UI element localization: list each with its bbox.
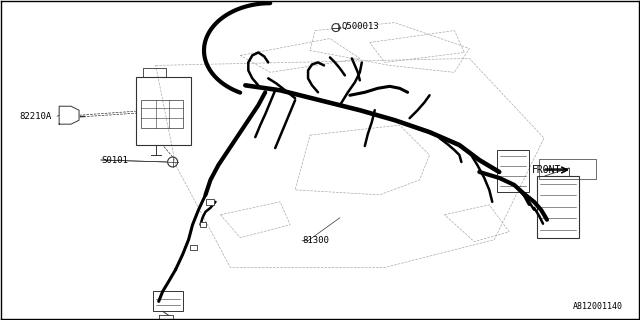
Polygon shape (59, 106, 79, 124)
Bar (207, 199, 214, 205)
Bar (189, 244, 196, 250)
Bar (141, 100, 182, 128)
Text: FRONT: FRONT (532, 165, 561, 175)
Bar (136, 77, 191, 145)
Text: A812001140: A812001140 (573, 302, 623, 311)
Text: 82210A: 82210A (19, 112, 52, 121)
Text: Q500013: Q500013 (342, 22, 380, 31)
Text: 81300: 81300 (302, 236, 329, 245)
Bar (153, 292, 182, 311)
Text: S0101: S0101 (101, 156, 128, 164)
Bar (537, 176, 579, 238)
Bar (497, 150, 529, 192)
Bar (200, 222, 207, 227)
